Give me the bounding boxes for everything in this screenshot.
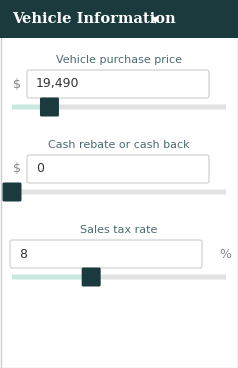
FancyBboxPatch shape [27,70,209,98]
FancyBboxPatch shape [40,98,59,117]
FancyBboxPatch shape [3,183,21,202]
Bar [0,0,238,38]
FancyBboxPatch shape [12,275,91,280]
Text: $: $ [13,163,21,176]
Text: Cash rebate or cash back: Cash rebate or cash back [48,140,190,150]
Text: Vehicle Information: Vehicle Information [12,12,176,26]
FancyBboxPatch shape [27,155,209,183]
Text: Vehicle purchase price: Vehicle purchase price [56,55,182,65]
Text: 0: 0 [36,163,44,176]
FancyBboxPatch shape [12,190,226,195]
FancyBboxPatch shape [82,268,101,287]
Text: %: % [219,248,231,261]
Text: $: $ [13,78,21,91]
Text: ▾: ▾ [152,12,159,26]
FancyBboxPatch shape [12,105,50,110]
Text: Sales tax rate: Sales tax rate [80,225,158,235]
FancyBboxPatch shape [91,275,226,280]
Text: 19,490: 19,490 [36,78,79,91]
Text: 8: 8 [19,248,27,261]
FancyBboxPatch shape [10,240,202,268]
FancyBboxPatch shape [50,105,226,110]
